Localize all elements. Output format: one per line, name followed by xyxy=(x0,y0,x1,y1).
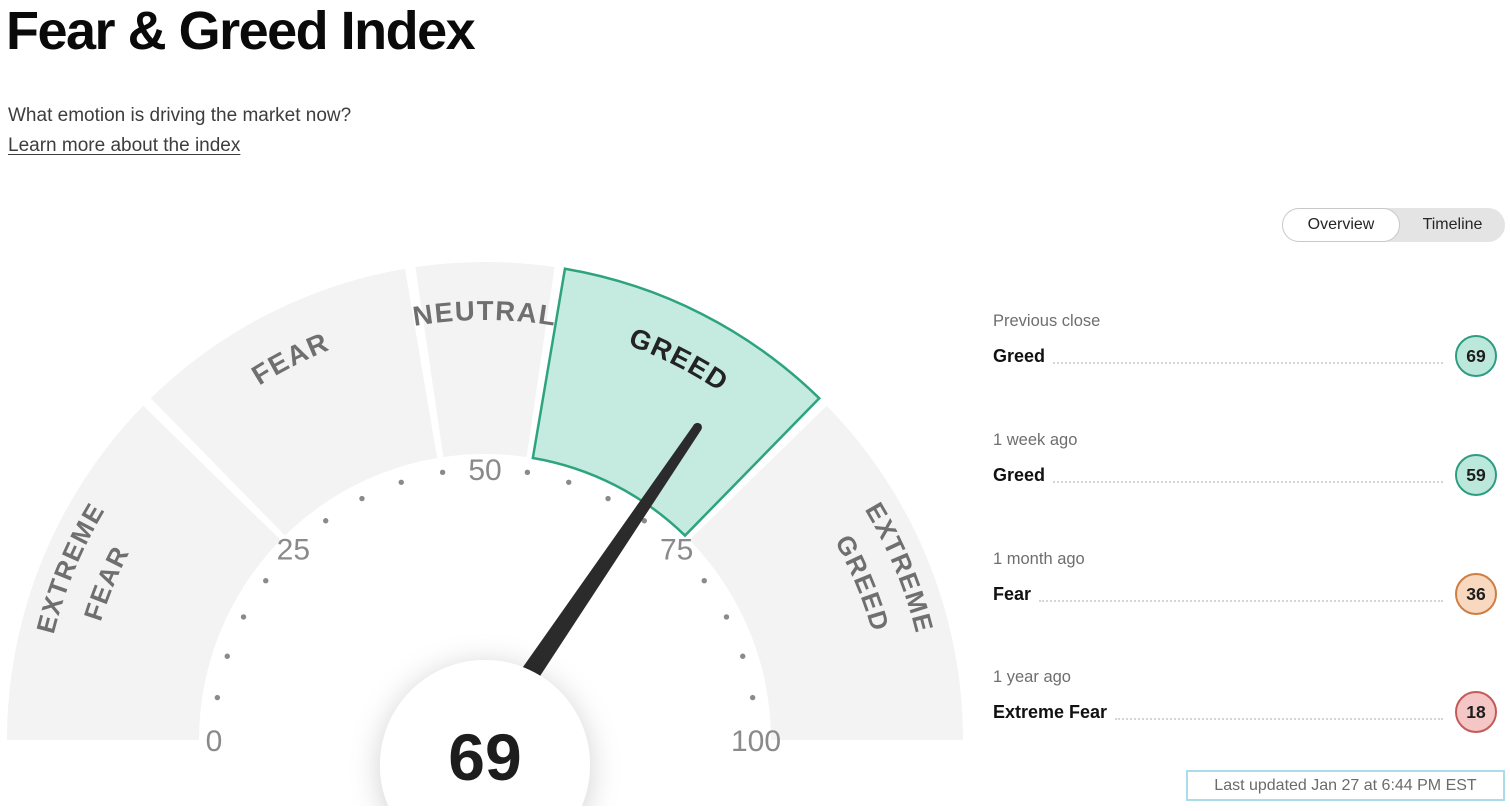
gauge-value: 69 xyxy=(448,720,521,794)
history-row: 1 week ago Greed 59 xyxy=(993,429,1497,496)
history-row: 1 month ago Fear 36 xyxy=(993,548,1497,615)
row-sentiment: Greed xyxy=(993,464,1046,485)
gauge-tick-label: 0 xyxy=(206,725,223,758)
gauge-tick-dot xyxy=(439,469,446,476)
row-sentiment: Greed xyxy=(993,345,1046,366)
tab-timeline[interactable]: Timeline xyxy=(1422,216,1483,233)
gauge-segment-extreme-fear xyxy=(7,405,281,740)
value-badge: 59 xyxy=(1455,454,1497,496)
gauge-center-disc xyxy=(380,660,590,811)
history-row: Previous close Greed 69 xyxy=(993,310,1497,377)
gauge-segment-neutral xyxy=(415,262,555,458)
row-period-label: 1 year ago xyxy=(993,668,1071,686)
gauge-tick-dot xyxy=(641,518,647,524)
value-badge: 18 xyxy=(1455,691,1497,733)
gauge-tick-dot xyxy=(398,479,404,485)
view-toggle: Overview Timeline xyxy=(1282,208,1505,242)
gauge-tick-dot xyxy=(323,518,329,524)
gauge-svg: EXTREMEFEARFEARNEUTRALGREEDEXTREMEGREED0… xyxy=(7,262,963,811)
gauge-segment-extreme-greed xyxy=(689,405,963,740)
fear-greed-gauge: EXTREME FEAR FEAR NEUTRAL GREED EXTREME GREED 0… xyxy=(0,250,970,811)
gauge-segment-fear xyxy=(150,268,438,536)
gauge-tick-dot xyxy=(359,495,365,502)
row-period-label: 1 week ago xyxy=(993,431,1078,449)
gauge-tick-dot xyxy=(749,694,756,701)
dotted-leader xyxy=(1115,718,1443,720)
gauge-tick-dot xyxy=(214,694,221,701)
page-subtitle: What emotion is driving the market now? xyxy=(8,105,352,126)
row-sentiment: Extreme Fear xyxy=(993,701,1108,722)
gauge-tick-dot xyxy=(263,578,269,584)
tab-overview[interactable]: Overview xyxy=(1282,208,1400,242)
row-sentiment: Fear xyxy=(993,583,1032,604)
dotted-leader xyxy=(1053,481,1443,483)
row-period-label: Previous close xyxy=(993,312,1101,330)
gauge-tick-dot xyxy=(566,479,572,485)
gauge-needle-tip xyxy=(692,422,702,432)
gauge-tick-dot xyxy=(740,653,746,659)
gauge-tick-dot xyxy=(605,495,611,502)
value-badge: 36 xyxy=(1455,573,1497,615)
gauge-tick-label: 50 xyxy=(468,454,501,487)
gauge-tick-label: 25 xyxy=(277,533,310,566)
gauge-tick-label: 100 xyxy=(731,725,781,758)
gauge-tick-dot xyxy=(701,578,707,584)
gauge-tick-dot xyxy=(224,653,230,659)
gauge-tick-dot xyxy=(240,614,247,620)
gauge-tick-dot xyxy=(524,469,531,476)
value-badge: 69 xyxy=(1455,335,1497,377)
gauge-tick-label: 75 xyxy=(660,533,693,566)
dotted-leader xyxy=(1039,600,1443,602)
page-title: Fear & Greed Index xyxy=(6,1,476,61)
dotted-leader xyxy=(1053,362,1443,364)
gauge-segment-greed xyxy=(531,267,822,538)
learn-more-link[interactable]: Learn more about the index xyxy=(8,135,241,156)
last-updated-badge: Last updated Jan 27 at 6:44 PM EST xyxy=(1186,770,1505,801)
row-period-label: 1 month ago xyxy=(993,550,1085,568)
history-row: 1 year ago Extreme Fear 18 xyxy=(993,666,1497,733)
gauge-tick-dot xyxy=(723,614,730,620)
gauge-segment-label: NEUTRAL xyxy=(411,295,560,332)
gauge-needle xyxy=(475,424,702,747)
